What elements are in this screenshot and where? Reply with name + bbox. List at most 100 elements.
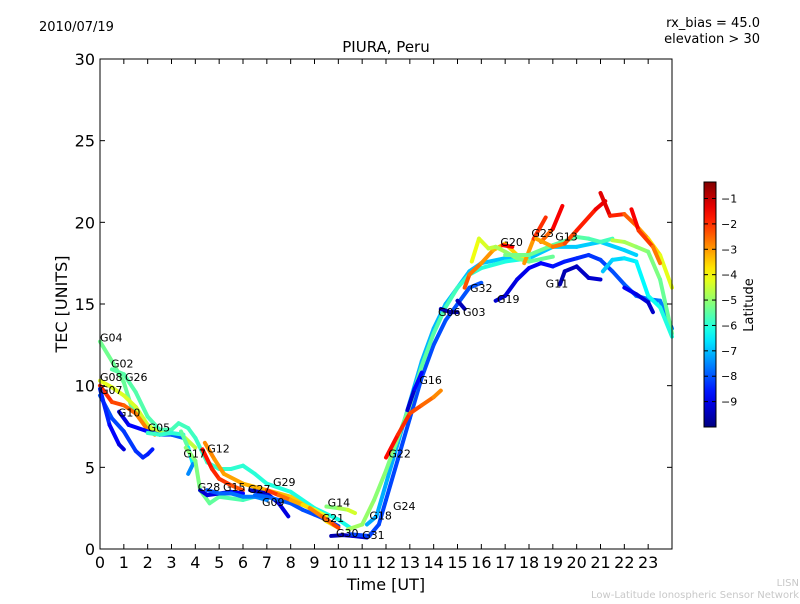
trace-segment — [600, 257, 615, 274]
trace-segment — [264, 488, 281, 498]
trace-segment — [133, 390, 150, 419]
trace-segment — [479, 259, 508, 271]
chart-title: PIURA, Peru — [342, 38, 429, 56]
trace-segment — [367, 522, 381, 538]
trace-segment — [384, 435, 400, 473]
colorbar-tick-label: −3 — [721, 243, 737, 256]
x-tick-label: 18 — [519, 553, 539, 572]
trace-layer — [98, 190, 674, 540]
date-label: 2010/07/19 — [39, 20, 114, 35]
trace-segment — [107, 422, 122, 447]
trace-segment — [157, 431, 174, 437]
trace-segment — [469, 236, 481, 264]
trace-segment — [395, 416, 412, 462]
x-axis-label: Time [UT] — [346, 575, 425, 594]
trace-segment — [252, 471, 269, 486]
trace-g13 — [503, 235, 615, 257]
trace-g03 — [455, 298, 467, 311]
satellite-label: G06 — [438, 306, 461, 319]
trace-segment — [288, 501, 305, 512]
trace-segment — [200, 447, 215, 471]
x-tick-label: 19 — [543, 553, 563, 572]
satellite-label: G22 — [388, 448, 411, 461]
trace-segment — [646, 300, 655, 315]
trace-segment — [557, 269, 567, 287]
colorbar-gradient — [703, 181, 717, 428]
axes: 0 1 2 3 4 5 6 7 8 9 10 11 12 13 14 15 16 17 18 19 20 21 22 2305… — [75, 50, 672, 572]
trace-segment — [384, 440, 400, 486]
satellite-label: G14 — [328, 497, 351, 510]
trace-segment — [384, 457, 400, 502]
trace-segment — [360, 498, 377, 527]
trace-segment — [229, 463, 245, 471]
trace-segment — [574, 207, 598, 233]
trace-segment — [395, 411, 412, 437]
x-tick-label: 14 — [423, 553, 443, 572]
trace-segment — [598, 236, 615, 244]
trace-segment — [319, 514, 336, 527]
trace-g02 — [109, 367, 353, 530]
trace-segment — [145, 447, 155, 457]
trace-g12b — [200, 447, 245, 493]
trace-segment — [348, 532, 372, 538]
trace-g20b — [500, 243, 515, 249]
trace-segment — [186, 462, 195, 476]
y-tick-label: 25 — [75, 132, 95, 151]
satellite-label: G11 — [546, 278, 569, 291]
satellite-label: G04 — [100, 332, 123, 345]
x-tick-label: 12 — [376, 553, 396, 572]
trace-g11 — [557, 264, 603, 287]
x-tick-label: 4 — [190, 553, 200, 572]
trace-g16 — [405, 370, 424, 413]
x-tick-label: 10 — [328, 553, 348, 572]
x-tick-label: 0 — [95, 553, 105, 572]
trace-segment — [419, 342, 436, 380]
trace-segment — [527, 254, 555, 264]
trace-segment — [467, 261, 484, 277]
trace-segment — [574, 264, 591, 280]
satellite-label: G05 — [148, 421, 171, 434]
trace-segment — [629, 207, 641, 233]
colorbar-tick-label: −9 — [721, 396, 737, 409]
trace-segment — [431, 388, 443, 400]
trace-segment — [121, 372, 138, 395]
trace-segment — [324, 504, 341, 511]
trace-segment — [550, 259, 567, 269]
trace-segment — [598, 190, 613, 218]
satellite-label: G16 — [419, 374, 442, 387]
trace-segment — [550, 204, 565, 231]
trace-segment — [276, 501, 291, 519]
trace-segment — [622, 248, 639, 257]
colorbar-tick-label: −4 — [721, 269, 737, 282]
trace-r5 — [622, 285, 655, 315]
trace-g22 — [384, 388, 443, 460]
trace-segment — [241, 481, 269, 493]
trace-segment — [598, 239, 627, 253]
colorbar-tick-label: −1 — [721, 193, 737, 206]
x-tick-label: 2 — [143, 553, 153, 572]
trace-segment — [205, 488, 222, 496]
x-tick-label: 17 — [495, 553, 515, 572]
trace-segment — [479, 256, 508, 266]
trace-segment — [503, 277, 520, 298]
trace-segment — [455, 298, 467, 311]
colorbar-tick-label: −7 — [721, 345, 737, 358]
satellite-label: G20 — [500, 236, 523, 249]
satellite-label: G19 — [497, 293, 520, 306]
y-tick-label: 5 — [85, 458, 95, 477]
satellite-label: G08 — [100, 371, 123, 384]
trace-segment — [186, 426, 198, 440]
trace-segment — [264, 494, 281, 502]
y-tick-label: 30 — [75, 50, 95, 69]
trace-segment — [217, 476, 234, 488]
trace-segment — [331, 522, 341, 530]
trace-segment — [608, 212, 627, 218]
trace-segment — [376, 498, 388, 527]
trace-segment — [241, 463, 257, 476]
trace-segment — [419, 331, 436, 369]
rx-bias-label: rx_bias = 45.0 — [666, 16, 760, 31]
trace-segment — [646, 249, 663, 282]
trace-segment — [121, 403, 138, 416]
